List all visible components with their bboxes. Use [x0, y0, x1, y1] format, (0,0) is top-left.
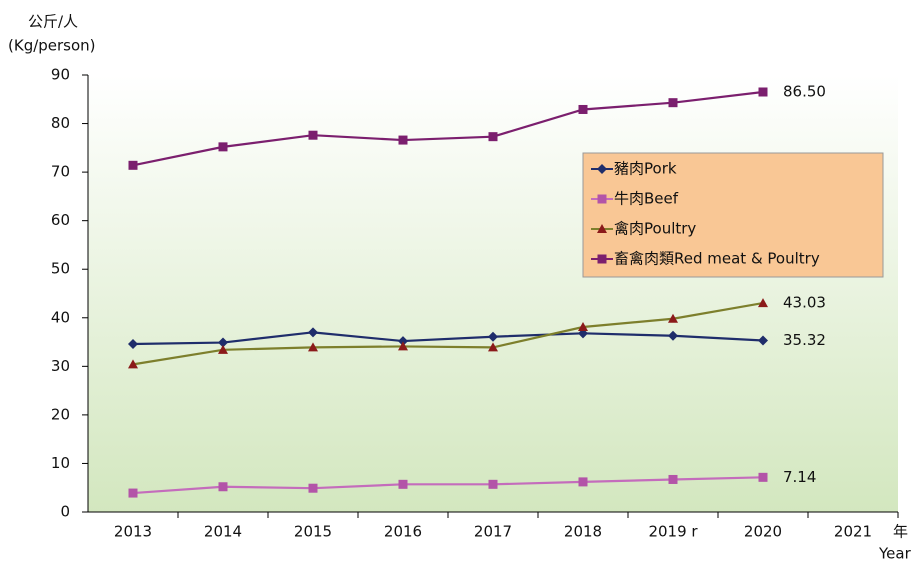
x-tick-label: 2013	[114, 523, 152, 541]
legend-marker	[597, 254, 607, 264]
y-tick-label: 60	[51, 211, 70, 229]
y-tick-label: 20	[51, 405, 70, 423]
series-line	[132, 476, 764, 495]
x-axis-label: Year	[878, 545, 912, 563]
legend-marker	[597, 194, 607, 204]
y-axis-label: (Kg/person)	[8, 37, 96, 55]
y-tick-label: 70	[51, 163, 70, 181]
data-point	[758, 87, 768, 97]
x-tick-label: 2017	[474, 523, 512, 541]
y-tick-label: 10	[51, 454, 70, 472]
data-point	[578, 104, 588, 114]
x-tick-label: 2014	[204, 523, 242, 541]
data-point	[398, 341, 408, 351]
y-tick-label: 90	[51, 66, 70, 84]
data-point	[488, 479, 498, 489]
legend-marker	[597, 224, 607, 233]
y-tick-label: 50	[51, 260, 70, 278]
data-point	[488, 132, 498, 142]
data-label: 86.50	[783, 82, 826, 100]
data-point	[668, 474, 678, 484]
y-tick-label: 0	[60, 503, 70, 521]
data-point	[488, 331, 498, 342]
data-point	[218, 337, 228, 348]
x-axis-label-zh: 年	[893, 523, 908, 541]
legend-label: 禽肉Poultry	[614, 220, 696, 238]
data-label: 7.14	[783, 468, 816, 486]
legend-label: 牛肉Beef	[614, 190, 679, 208]
y-axis-label-zh: 公斤/人	[28, 13, 78, 31]
data-point	[218, 344, 228, 354]
y-tick-label: 30	[51, 357, 70, 375]
data-label: 43.03	[783, 294, 826, 312]
data-point	[218, 482, 228, 492]
x-tick-label: 2021	[834, 523, 872, 541]
legend-box	[582, 152, 884, 278]
data-point	[128, 338, 138, 349]
data-point	[758, 472, 768, 482]
x-tick-label: 2018	[564, 523, 602, 541]
data-point	[308, 342, 318, 352]
y-tick-label: 80	[51, 114, 70, 132]
data-point	[128, 359, 138, 369]
data-point	[758, 335, 768, 346]
data-point	[488, 342, 498, 352]
x-tick-label: 2020	[744, 523, 782, 541]
data-point	[668, 330, 678, 341]
data-point	[308, 483, 318, 493]
series-line	[132, 301, 764, 366]
data-point	[758, 298, 768, 308]
legend-label: 豬肉Pork	[614, 160, 677, 178]
data-point	[668, 313, 678, 323]
x-tick-label: 2019 r	[648, 523, 698, 541]
data-point	[398, 135, 408, 145]
legend-marker	[597, 164, 607, 174]
series-line	[132, 90, 764, 167]
legend-label: 畜禽肉類Red meat & Poultry	[614, 250, 820, 268]
data-point	[578, 322, 588, 332]
data-point	[398, 336, 408, 347]
data-point	[308, 327, 318, 338]
x-tick-label: 2016	[384, 523, 422, 541]
data-point	[128, 488, 138, 498]
data-point	[218, 142, 228, 152]
data-label: 35.32	[783, 331, 826, 349]
data-point	[308, 130, 318, 140]
series-line	[132, 331, 764, 346]
x-tick-label: 2015	[294, 523, 332, 541]
data-point	[578, 477, 588, 487]
data-point	[668, 98, 678, 108]
data-point	[128, 160, 138, 170]
data-point	[398, 479, 408, 489]
y-tick-label: 40	[51, 308, 70, 326]
